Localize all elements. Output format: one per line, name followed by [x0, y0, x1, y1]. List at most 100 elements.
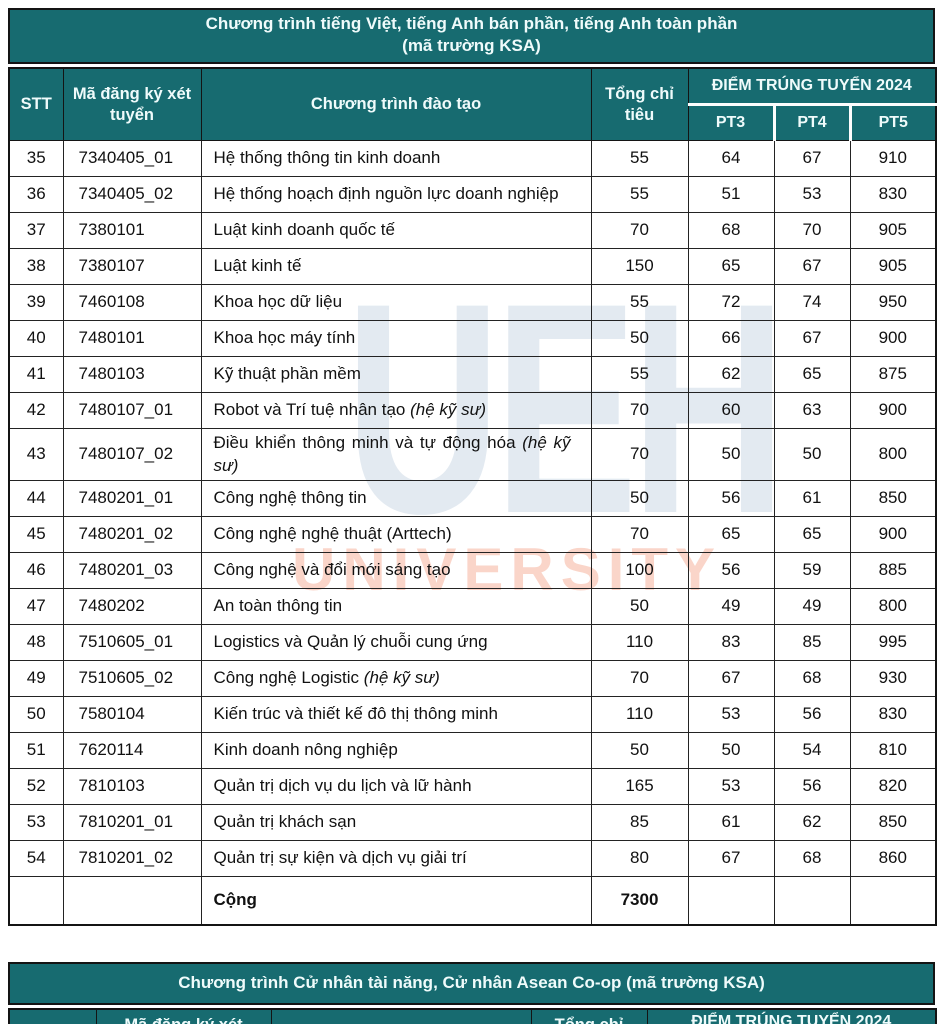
quota-cell: 85: [590, 804, 689, 842]
stt-cell: 52: [8, 768, 64, 806]
program-name: Robot và Trí tuệ nhân tạo: [213, 400, 406, 420]
program-cell: Kỹ thuật phần mềm: [200, 356, 592, 394]
program-cell: Kiến trúc và thiết kế đô thị thông minh: [200, 696, 592, 734]
pt4-cell: 49: [773, 588, 851, 626]
pt5-cell: 910: [849, 140, 937, 178]
table-row: 53 7810201_01 Quản trị khách sạn 85 61 62 850: [8, 804, 937, 842]
stt-cell: 54: [8, 840, 64, 878]
program-name: Kiến trúc và thiết kế đô thị thông minh: [213, 704, 498, 724]
pt5-cell: 860: [849, 840, 937, 878]
table-row: 42 7480107_01 Robot và Trí tuệ nhân tạo (h…: [8, 392, 937, 430]
program-name: Công nghệ nghệ thuật (Arttech): [213, 524, 452, 544]
table1-title-line1: Chương trình tiếng Việt, tiếng Anh bán p…: [205, 14, 738, 33]
pt4-cell: 67: [773, 248, 851, 286]
program-name: Công nghệ Logistic: [213, 668, 360, 688]
program-cell: Công nghệ Logistic (hệ kỹ sư): [200, 660, 592, 698]
pt3-cell: 53: [687, 696, 775, 734]
table2-admission-scores: STT Mã đăng ký xét tuyển Chương trình đà…: [8, 1008, 938, 1024]
pt3-cell: 50: [687, 428, 775, 482]
program-name: Kỹ thuật phần mềm: [213, 364, 361, 384]
table-row: 36 7340405_02 Hệ thống hoạch định nguồn lự…: [8, 176, 937, 214]
pt5-cell: 800: [849, 428, 937, 482]
header-stt: STT: [8, 1008, 97, 1024]
stt-cell: 43: [8, 428, 64, 482]
pt4-cell: 67: [773, 140, 851, 178]
program-name: Luật kinh tế: [213, 256, 302, 276]
program-name: Hệ thống hoạch định nguồn lực doanh nghi…: [213, 184, 559, 204]
quota-cell: 100: [590, 552, 689, 590]
pt3-cell: 56: [687, 480, 775, 518]
quota-cell: 165: [590, 768, 689, 806]
pt5-cell: 820: [849, 768, 937, 806]
program-name: An toàn thông tin: [213, 596, 343, 616]
pt3-cell: 53: [687, 768, 775, 806]
header-quota: Tổng chỉ tiêu: [590, 67, 689, 142]
program-cell: Khoa học dữ liệu: [200, 284, 592, 322]
header-score-group: ĐIỂM TRÚNG TUYỂN 2024: [646, 1008, 937, 1024]
pt4-cell: 59: [773, 552, 851, 590]
stt-cell: 47: [8, 588, 64, 626]
pt4-cell: 68: [773, 840, 851, 878]
program-cell: Robot và Trí tuệ nhân tạo (hệ kỹ sư): [200, 392, 592, 430]
program-note: (hệ kỹ sư): [363, 668, 440, 688]
pt3-cell: 56: [687, 552, 775, 590]
pt5-cell: 885: [849, 552, 937, 590]
pt3-cell: 68: [687, 212, 775, 250]
program-cell: Logistics và Quản lý chuỗi cung ứng: [200, 624, 592, 662]
stt-cell: 45: [8, 516, 64, 554]
quota-cell: 70: [590, 428, 689, 482]
quota-cell: 70: [590, 660, 689, 698]
program-cell: Hệ thống thông tin kinh doanh: [200, 140, 592, 178]
program-cell: Hệ thống hoạch định nguồn lực doanh nghi…: [200, 176, 592, 214]
table-row: 38 7380107 Luật kinh tế 150 65 67 905: [8, 248, 937, 286]
program-cell: Quản trị dịch vụ du lịch và lữ hành: [200, 768, 592, 806]
pt3-cell: 60: [687, 392, 775, 430]
header-code: Mã đăng ký xét tuyển: [95, 1008, 272, 1024]
table2-title: Chương trình Cử nhân tài năng, Cử nhân A…: [8, 962, 935, 1006]
program-cell: Quản trị sự kiện và dịch vụ giải trí: [200, 840, 592, 878]
quota-cell: 70: [590, 516, 689, 554]
pt4-cell: 65: [773, 516, 851, 554]
program-name: Quản trị sự kiện và dịch vụ giải trí: [213, 848, 467, 868]
header-pt4: PT4: [772, 104, 851, 142]
pt5-cell: 905: [849, 248, 937, 286]
pt5-cell: [849, 876, 937, 926]
table-row: 43 7480107_02 Điều khiển thông minh và tự …: [8, 428, 937, 482]
header-program: Chương trình đào tạo: [270, 1008, 532, 1024]
pt5-cell: 950: [849, 284, 937, 322]
stt-cell: 53: [8, 804, 64, 842]
stt-cell: 46: [8, 552, 64, 590]
program-name: Quản trị dịch vụ du lịch và lữ hành: [213, 776, 472, 796]
code-cell: 7810103: [62, 768, 202, 806]
table-row: 50 7580104 Kiến trúc và thiết kế đô thị th…: [8, 696, 937, 734]
program-name: Kinh doanh nông nghiệp: [213, 740, 398, 760]
table-row: 37 7380101 Luật kinh doanh quốc tế 70 68 70 9…: [8, 212, 937, 250]
pt3-cell: 67: [687, 840, 775, 878]
pt3-cell: 49: [687, 588, 775, 626]
pt5-cell: 900: [849, 392, 937, 430]
header-pt3: PT3: [687, 104, 775, 142]
pt5-cell: 810: [849, 732, 937, 770]
table-row: 52 7810103 Quản trị dịch vụ du lịch và lữ …: [8, 768, 937, 806]
quota-cell: 55: [590, 140, 689, 178]
pt5-cell: 930: [849, 660, 937, 698]
code-cell: 7480201_01: [62, 480, 202, 518]
pt4-cell: 68: [773, 660, 851, 698]
pt4-cell: 56: [773, 696, 851, 734]
pt5-cell: 875: [849, 356, 937, 394]
pt3-cell: 65: [687, 248, 775, 286]
pt4-cell: 53: [773, 176, 851, 214]
stt-cell: 40: [8, 320, 64, 358]
program-note: (hệ kỹ sư): [213, 433, 571, 475]
code-cell: 7480201_02: [62, 516, 202, 554]
code-cell: 7480202: [62, 588, 202, 626]
program-name: Công nghệ và đổi mới sáng tạo: [213, 560, 451, 580]
pt4-cell: 62: [773, 804, 851, 842]
pt4-cell: 63: [773, 392, 851, 430]
pt3-cell: [687, 876, 775, 926]
program-name: Luật kinh doanh quốc tế: [213, 220, 395, 240]
code-cell: 7510605_01: [62, 624, 202, 662]
table-row: 54 7810201_02 Quản trị sự kiện và dịch vụ …: [8, 840, 937, 878]
quota-cell: 150: [590, 248, 689, 286]
